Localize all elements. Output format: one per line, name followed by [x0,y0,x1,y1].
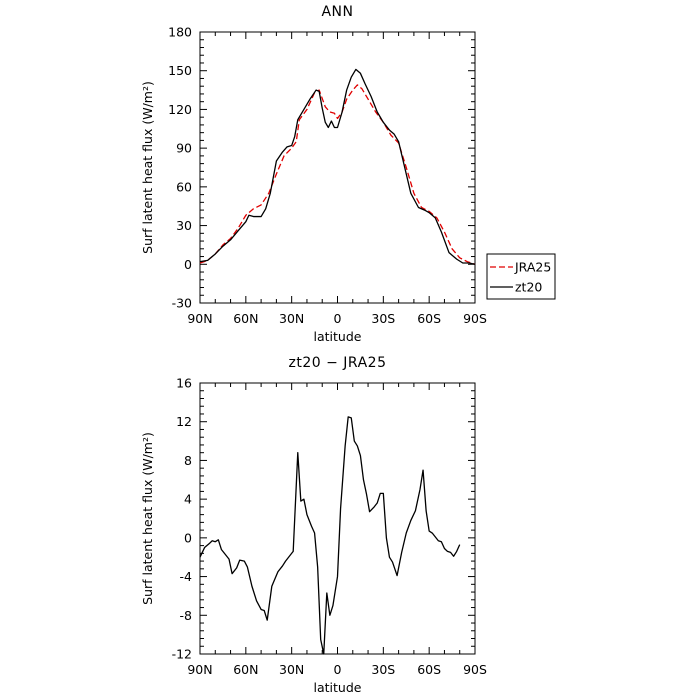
x-tick-label: 60N [233,311,258,326]
legend-label-zt20: zt20 [515,280,542,295]
y-axis-label: Surf latent heat flux (W/m²) [140,81,155,254]
x-tick-label: 60N [233,662,258,677]
y-tick-label: 150 [168,63,192,78]
legend-label-jra25: JRA25 [514,260,551,275]
x-axis-label: latitude [314,329,362,344]
x-tick-label: 0 [334,662,342,677]
y-tick-label: 0 [184,530,192,545]
y-tick-label: -4 [180,569,193,584]
plot-frame [199,382,476,655]
x-axis-label: latitude [314,680,362,695]
y-tick-label: 8 [184,453,192,468]
y-axis-label: Surf latent heat flux (W/m²) [140,432,155,605]
x-tick-label: 90N [187,311,212,326]
x-tick-label: 60S [417,311,441,326]
y-tick-label: -12 [172,647,192,662]
y-tick-label: 90 [176,141,192,156]
x-tick-label: 30S [371,662,395,677]
plot-frame [199,31,476,304]
y-tick-label: 0 [184,257,192,272]
series-line-1 [199,416,461,655]
y-tick-label: -8 [180,608,193,623]
legend: JRA25 zt20 [486,253,556,300]
x-tick-label: 30S [371,311,395,326]
y-tick-label: -30 [172,296,192,311]
y-tick-label: 30 [176,218,192,233]
y-tick-label: 16 [176,376,192,391]
series-line-jra25 [199,84,476,265]
chart-title: ANN [321,4,353,20]
chart-panel-1: ANN -30 0 30 60 90 120 150 180 90N 60N 30N 0 30S 60S 90… [140,4,556,344]
chart-title: zt20 − JRA25 [289,355,387,371]
chart-panel-2: zt20 − JRA25 -12 -8 -4 0 4 8 12 16 90N 60N 30N 0 30S 6… [140,355,487,695]
x-tick-label: 90S [463,662,487,677]
legend-box [486,253,556,300]
x-tick-label: 90N [187,662,212,677]
y-tick-label: 180 [168,25,192,40]
y-tick-label: 60 [176,179,192,194]
x-tick-label: 30N [279,662,304,677]
x-tick-label: 90S [463,311,487,326]
y-tick-label: 4 [184,492,192,507]
y-tick-label: 12 [176,414,192,429]
x-tick-label: 60S [417,662,441,677]
series-line-zt20 [199,68,476,265]
x-tick-label: 0 [334,311,342,326]
x-tick-label: 30N [279,311,304,326]
y-tick-label: 120 [168,102,192,117]
